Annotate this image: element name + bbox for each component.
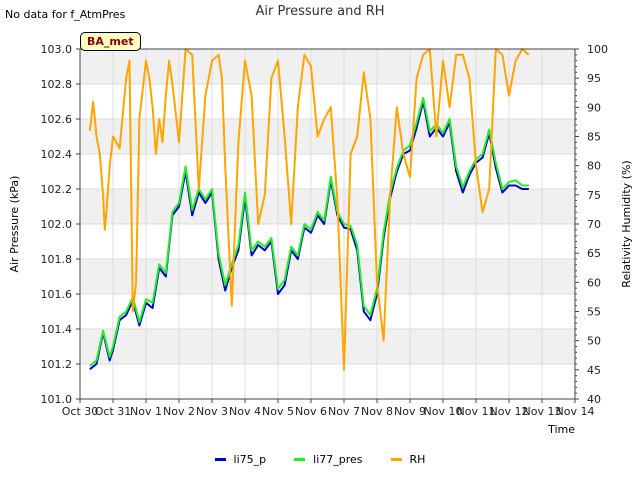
y-right-tick-label: 100	[587, 43, 608, 56]
x-tick-label: Nov 1	[130, 405, 162, 418]
x-tick-label: Nov 10	[424, 405, 463, 418]
station-badge: BA_met	[80, 32, 141, 51]
y-axis-right-label: Relativity Humidity (%)	[620, 160, 633, 287]
legend-swatch	[294, 458, 306, 461]
y-left-tick-label: 102.2	[41, 183, 73, 196]
y-left-tick-label: 103.0	[41, 43, 73, 56]
y-right-tick-label: 45	[587, 364, 601, 377]
grid-band	[80, 329, 575, 364]
y-left-tick-label: 102.8	[41, 78, 73, 91]
y-right-tick-label: 50	[587, 335, 601, 348]
x-tick-label: Oct 31	[95, 405, 132, 418]
legend: li75_p li77_pres RH	[0, 453, 640, 466]
y-axis-left: 101.0 101.2 101.4 101.6 101.8 102.0 102.2 102.4…	[41, 43, 80, 406]
y-right-tick-label: 95	[587, 72, 601, 85]
y-left-tick-label: 102.4	[41, 148, 73, 161]
x-tick-label: Oct 30	[62, 405, 99, 418]
series-rh-line	[88, 48, 530, 371]
grid-band	[80, 49, 575, 84]
y-axis-left-label: Air Pressure (kPa)	[8, 176, 21, 273]
legend-label: RH	[409, 453, 426, 466]
x-tick-label: Nov 13	[523, 405, 562, 418]
grid-band	[80, 259, 575, 294]
x-tick-label: Nov 12	[490, 405, 529, 418]
y-right-tick-label: 55	[587, 306, 601, 319]
legend-item-rh: RH	[390, 453, 426, 466]
y-axis-right: 40 45 50 55 60 65 70 75 80 85 90 95 100	[575, 43, 608, 406]
legend-label: li77_pres	[313, 453, 363, 466]
y-left-tick-label: 101.0	[41, 393, 73, 406]
legend-swatch	[390, 458, 402, 461]
x-tick-label: Nov 9	[394, 405, 426, 418]
no-data-note: No data for f_AtmPres	[5, 8, 126, 21]
y-right-tick-label: 75	[587, 189, 601, 202]
chart-title: Air Pressure and RH	[255, 4, 385, 19]
x-tick-label: Nov 8	[361, 405, 393, 418]
x-tick-label: Nov 2	[163, 405, 195, 418]
y-left-tick-label: 101.8	[41, 253, 73, 266]
series-li77-pres-line	[89, 97, 529, 367]
x-tick-label: Nov 5	[262, 405, 294, 418]
x-tick-label: Nov 11	[457, 405, 496, 418]
y-left-tick-label: 101.6	[41, 288, 73, 301]
y-left-tick-label: 102.6	[41, 113, 73, 126]
series-lines	[88, 48, 530, 371]
x-tick-label: Nov 6	[295, 405, 327, 418]
y-right-tick-label: 65	[587, 247, 601, 260]
legend-item-li77_pres: li77_pres	[294, 453, 363, 466]
x-tick-label: Nov 4	[229, 405, 261, 418]
x-tick-label: Nov 14	[556, 405, 595, 418]
y-right-tick-label: 70	[587, 218, 601, 231]
legend-label: li75_p	[233, 453, 267, 466]
y-right-tick-label: 60	[587, 276, 601, 289]
legend-item-li75_p: li75_p	[214, 453, 267, 466]
y-right-tick-label: 40	[587, 393, 601, 406]
x-tick-label: Nov 3	[196, 405, 228, 418]
legend-swatch	[214, 458, 226, 461]
y-left-tick-label: 102.0	[41, 218, 73, 231]
y-left-tick-label: 101.2	[41, 358, 73, 371]
x-tick-label: Nov 7	[328, 405, 360, 418]
y-right-tick-label: 85	[587, 131, 601, 144]
y-right-tick-label: 80	[587, 160, 601, 173]
y-left-tick-label: 101.4	[41, 323, 73, 336]
x-axis-label: Time	[547, 423, 575, 436]
y-right-tick-label: 90	[587, 101, 601, 114]
